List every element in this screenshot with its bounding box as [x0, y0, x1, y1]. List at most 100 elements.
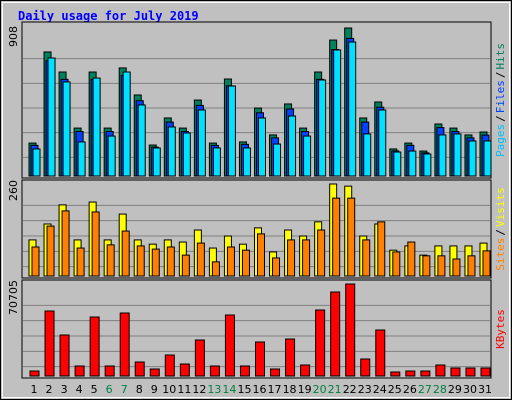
legend-entry: Files [494, 80, 507, 113]
bar [482, 250, 491, 277]
bar [255, 341, 265, 377]
bar [121, 230, 130, 277]
bar [167, 126, 176, 177]
bar [164, 354, 175, 377]
x-tick-label: 24 [373, 383, 387, 396]
bar [360, 358, 371, 377]
bar [32, 148, 41, 177]
bar [438, 134, 447, 177]
bar [452, 258, 461, 277]
bar [270, 368, 281, 377]
x-tick-label: 5 [91, 383, 98, 396]
x-tick-label: 27 [418, 383, 432, 396]
bar [194, 339, 205, 377]
x-tick-label: 8 [136, 383, 143, 396]
bar [62, 81, 71, 177]
x-tick-label: 18 [283, 383, 297, 396]
legend-entry: Hits [494, 43, 507, 70]
x-tick-label: 11 [177, 383, 191, 396]
bar [179, 363, 190, 377]
bar [377, 221, 386, 277]
bar [31, 246, 40, 277]
bar [59, 334, 70, 377]
bar [227, 85, 236, 177]
x-tick-label: 22 [343, 383, 357, 396]
bar [408, 150, 417, 177]
bar [468, 140, 477, 177]
bar [61, 210, 70, 277]
x-tick-label: 9 [151, 383, 158, 396]
x-tick-label: 13 [207, 383, 221, 396]
bar [89, 316, 100, 377]
bar [435, 364, 446, 377]
x-tick-label: 4 [76, 383, 83, 396]
bar [465, 367, 476, 377]
bar [134, 361, 145, 377]
bar [44, 310, 55, 377]
x-tick-label: 20 [313, 383, 327, 396]
bar [166, 246, 175, 277]
bar [378, 109, 387, 177]
bar [106, 244, 115, 277]
bar [348, 41, 357, 177]
bar [363, 133, 372, 177]
bar [181, 254, 190, 277]
bar [332, 197, 341, 277]
x-tick-label: 2 [46, 383, 53, 396]
bar [149, 368, 160, 377]
bar [273, 143, 282, 177]
x-tick-label: 28 [433, 383, 447, 396]
bar [422, 255, 431, 277]
legend-separator: / [494, 72, 507, 79]
bar [239, 365, 250, 377]
bar [151, 248, 160, 277]
bar [483, 140, 492, 177]
bar [362, 239, 371, 277]
bar [242, 147, 251, 177]
bar [288, 115, 297, 177]
bar [407, 241, 416, 277]
legend: Sites / Visits [494, 187, 507, 271]
bar [420, 370, 431, 377]
bar [119, 312, 130, 377]
bar [226, 246, 235, 277]
bar [212, 147, 221, 177]
x-tick-label: 15 [237, 383, 251, 396]
bar [107, 135, 116, 177]
bar [405, 370, 416, 377]
bar [300, 364, 311, 377]
bar [347, 197, 356, 277]
bar [47, 57, 56, 177]
x-tick-label: 26 [403, 383, 417, 396]
bar [345, 283, 356, 377]
bar [287, 239, 296, 277]
x-tick-label: 14 [222, 383, 236, 396]
legend-separator: / [494, 229, 507, 236]
bar [76, 247, 85, 277]
y-tick-label: 908 [7, 26, 20, 47]
x-tick-label: 21 [328, 383, 342, 396]
x-tick-label: 29 [448, 383, 462, 396]
bar [333, 49, 342, 177]
bar [211, 261, 220, 277]
x-tick-label: 30 [463, 383, 477, 396]
chart-title: Daily usage for July 2019 [18, 9, 199, 23]
bar [77, 141, 86, 177]
bar [182, 132, 191, 177]
bar [196, 242, 205, 277]
bar [152, 147, 161, 177]
legend-separator: / [494, 115, 507, 122]
bar [317, 229, 326, 277]
y-tick-label: 260 [7, 180, 20, 201]
bar [375, 329, 386, 377]
legend: Pages/Files/Hits [494, 43, 507, 157]
bar [423, 153, 432, 177]
x-tick-label: 10 [162, 383, 176, 396]
bar [330, 291, 341, 377]
bar [241, 249, 250, 277]
legend: KBytes [494, 309, 507, 349]
bar [302, 239, 311, 277]
bar [390, 371, 401, 377]
bar [197, 109, 206, 177]
